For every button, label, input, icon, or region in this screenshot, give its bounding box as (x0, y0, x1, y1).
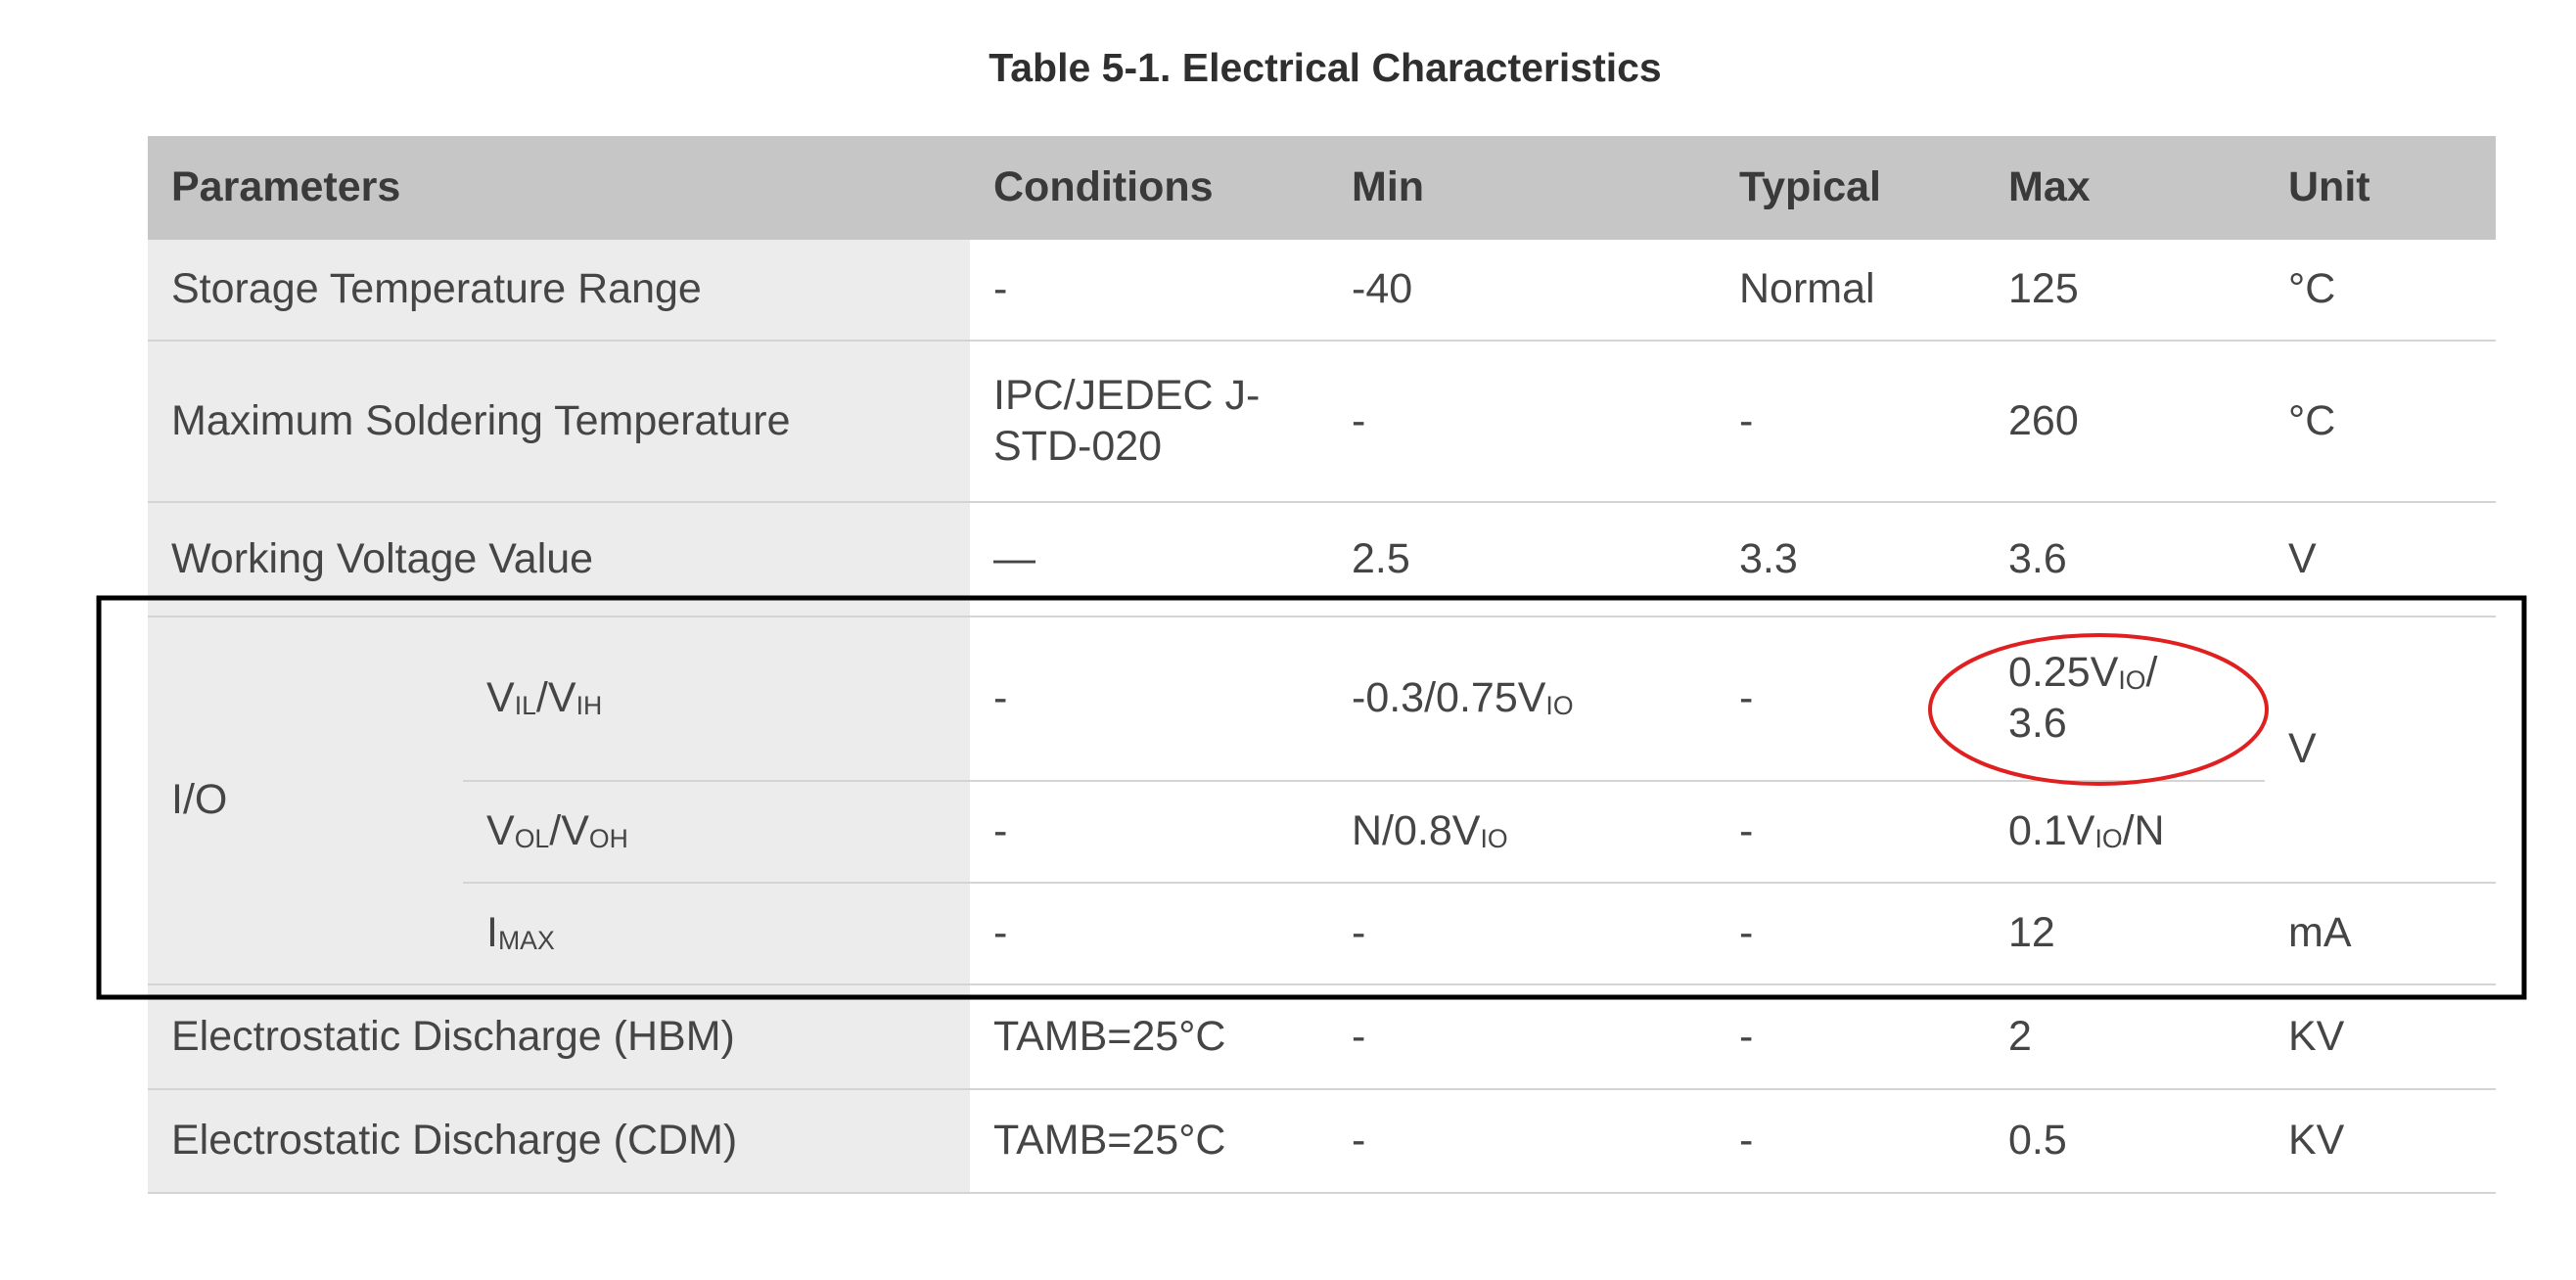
table-cell: 125 (1985, 240, 2265, 342)
table-cell: 2.5 (1328, 503, 1716, 617)
table-cell: Electrostatic Discharge (CDM) (148, 1090, 970, 1194)
table-cell: 0.1VIO/N (1985, 782, 2265, 884)
table-cell: -0.3/0.75VIO (1328, 617, 1716, 782)
table-cell: mA (2265, 884, 2496, 985)
table-cell: VOL/VOH (463, 782, 970, 884)
highlight-box (96, 595, 2527, 1000)
table-cell: 260 (1985, 342, 2265, 503)
table-cell: -40 (1328, 240, 1716, 342)
table-cell: - (1716, 342, 1985, 503)
table-cell: I/O (148, 617, 463, 985)
table-cell: KV (2265, 985, 2496, 1090)
table-cell: 2 (1985, 985, 2265, 1090)
subscript: MAX (497, 926, 555, 956)
table-cell: - (1328, 1090, 1716, 1194)
table-cell: Max (1985, 136, 2265, 240)
table-cell: — (970, 503, 1328, 617)
table-cell: 3.3 (1716, 503, 1985, 617)
table-cell: - (970, 884, 1328, 985)
subscript: IH (575, 691, 603, 721)
text-part: V (486, 674, 515, 722)
subscript: IL (514, 691, 536, 721)
subscript: IO (1480, 824, 1508, 854)
table-cell: °C (2265, 240, 2496, 342)
cell-text: IMAX (486, 908, 555, 959)
table-cell: 12 (1985, 884, 2265, 985)
subscript: OH (588, 824, 628, 854)
text-part: -0.3/0.75V (1352, 674, 1546, 722)
table-cell: 0.25VIO/ 3.6 (1985, 617, 2265, 782)
table-title: Table 5-1. Electrical Characteristics (989, 45, 1662, 90)
cell-text: 0.1VIO/N (2008, 806, 2165, 857)
text-part: 0.25V (2008, 649, 2119, 697)
table-cell: Min (1328, 136, 1716, 240)
table-cell: Electrostatic Discharge (HBM) (148, 985, 970, 1090)
table-cell: V (2265, 617, 2496, 884)
subscript: IO (2094, 824, 2123, 854)
text-part: /V (535, 674, 576, 722)
highlight-ellipse (1928, 633, 2269, 786)
table-cell: V (2265, 503, 2496, 617)
cell-text: N/0.8VIO (1352, 806, 1508, 857)
table-cell: - (1328, 985, 1716, 1090)
text-part: /N (2122, 807, 2165, 855)
table-cell: - (1716, 1090, 1985, 1194)
table-cell: TAMB=25°C (970, 1090, 1328, 1194)
subscript: OL (514, 824, 550, 854)
text-part: 0.1V (2008, 807, 2095, 855)
table-cell: - (970, 782, 1328, 884)
table-cell: IPC/JEDEC J- STD-020 (970, 342, 1328, 503)
table-cell: - (1328, 884, 1716, 985)
cell-text: -0.3/0.75VIO (1352, 673, 1574, 724)
table-cell: - (1716, 985, 1985, 1090)
subscript: IO (2118, 665, 2146, 696)
text-part: /V (549, 807, 589, 855)
table-cell: N/0.8VIO (1328, 782, 1716, 884)
cell-text: VOL/VOH (486, 806, 628, 857)
table-cell: - (1716, 782, 1985, 884)
table-cell: - (1328, 342, 1716, 503)
text-part: / 3.6 (2008, 649, 2158, 747)
table-cell: Unit (2265, 136, 2496, 240)
table-cell: 3.6 (1985, 503, 2265, 617)
table-cell: Maximum Soldering Temperature (148, 342, 970, 503)
table-cell: Storage Temperature Range (148, 240, 970, 342)
subscript: IO (1545, 691, 1574, 721)
table-cell: - (1716, 617, 1985, 782)
table-cell: IMAX (463, 884, 970, 985)
table-cell: VIL/VIH (463, 617, 970, 782)
table-cell: TAMB=25°C (970, 985, 1328, 1090)
table-cell: Parameters (148, 136, 970, 240)
table-cell: KV (2265, 1090, 2496, 1194)
cell-text: 0.25VIO/ 3.6 (2008, 648, 2157, 749)
text-part: N/0.8V (1352, 807, 1481, 855)
table-cell: Typical (1716, 136, 1985, 240)
table-cell: Conditions (970, 136, 1328, 240)
table-cell: Normal (1716, 240, 1985, 342)
table-cell: - (970, 240, 1328, 342)
cell-text: VIL/VIH (486, 673, 602, 724)
table-cell: °C (2265, 342, 2496, 503)
table-cell: 0.5 (1985, 1090, 2265, 1194)
table-cell: - (970, 617, 1328, 782)
table-cell: - (1716, 884, 1985, 985)
text-part: I (486, 909, 498, 957)
text-part: V (486, 807, 515, 855)
